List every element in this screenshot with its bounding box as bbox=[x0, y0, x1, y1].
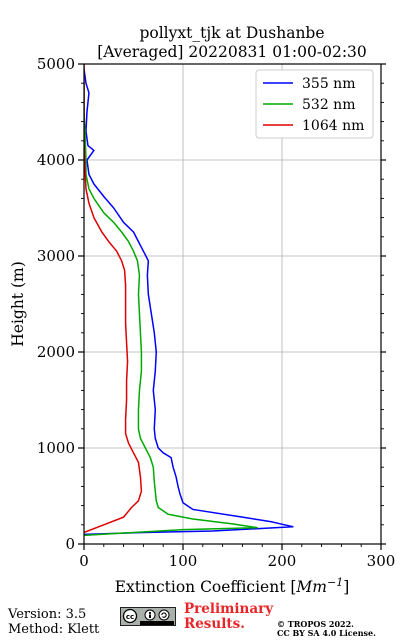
x-tick-label: 100 bbox=[169, 552, 198, 570]
legend-box bbox=[255, 69, 374, 139]
x-tick-label: 200 bbox=[268, 552, 297, 570]
series-line-532-nm bbox=[84, 83, 258, 537]
y-tick-label: 0 bbox=[65, 535, 75, 553]
y-tick-label: 1000 bbox=[37, 439, 75, 457]
y-tick-label: 3000 bbox=[37, 247, 75, 265]
plot-frame bbox=[83, 63, 382, 545]
y-tick-label: 4000 bbox=[37, 151, 75, 169]
legend: 355 nm 532 nm 1064 nm bbox=[255, 69, 374, 139]
series-line-1064-nm bbox=[84, 64, 143, 534]
cc-license-badge: cc bbox=[120, 607, 176, 626]
x-axis-label: Extinction Coefficient [Mm−1] bbox=[115, 576, 350, 596]
preliminary-results-text: Preliminary Results. bbox=[184, 601, 274, 632]
series-layer bbox=[84, 64, 294, 537]
x-tick-label: 0 bbox=[79, 552, 89, 570]
y-tick-label: 2000 bbox=[37, 343, 75, 361]
legend-label: 355 nm bbox=[302, 76, 355, 92]
cc-icon bbox=[122, 608, 138, 624]
chart: pollyxt_tjk at Dushanbe [Averaged] 20220… bbox=[9, 24, 396, 596]
legend-label: 1064 nm bbox=[302, 118, 364, 134]
legend-label: 532 nm bbox=[302, 97, 355, 113]
svg-text:cc: cc bbox=[126, 613, 134, 621]
y-tick-label: 5000 bbox=[37, 55, 75, 73]
x-tick-label: 300 bbox=[367, 552, 396, 570]
chart-title-line2: [Averaged] 20220831 01:00-02:30 bbox=[97, 43, 367, 61]
chart-title-line1: pollyxt_tjk at Dushanbe bbox=[139, 24, 324, 42]
method-text: Method: Klett bbox=[8, 622, 100, 637]
sa-icon bbox=[158, 609, 170, 621]
series-line-355-nm bbox=[84, 68, 294, 536]
version-text: Version: 3.5 bbox=[8, 607, 87, 622]
license-text: © TROPOS 2022. CC BY SA 4.0 License. bbox=[277, 619, 376, 638]
y-axis-label: Height (m) bbox=[9, 261, 27, 347]
